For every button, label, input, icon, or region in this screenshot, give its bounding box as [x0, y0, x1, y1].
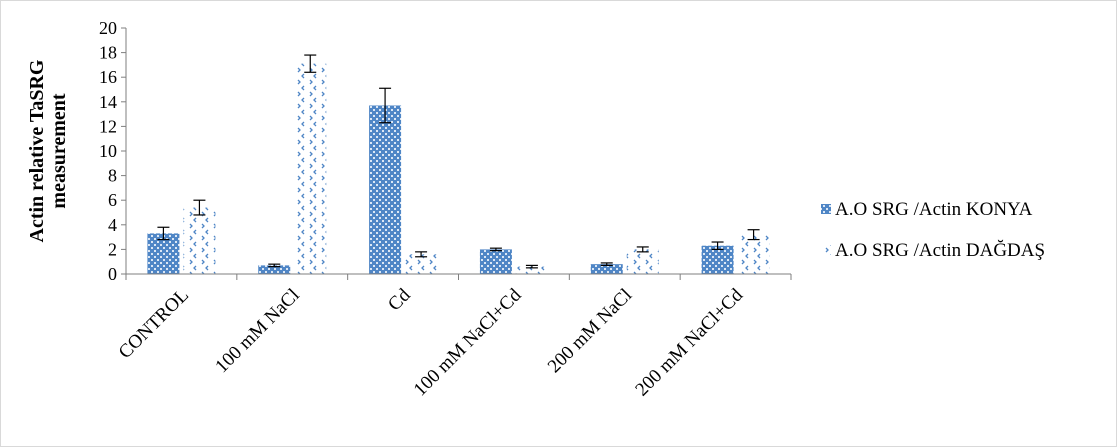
- bar: [183, 207, 216, 274]
- x-category-label: 100 mM NaCl: [211, 285, 303, 377]
- error-bar: [268, 263, 281, 268]
- legend-swatch: [821, 204, 831, 214]
- legend-item: A.O SRG /Actin KONYA: [821, 199, 1033, 220]
- error-bar: [193, 199, 206, 216]
- y-tick-label: 8: [108, 166, 117, 186]
- bars: [147, 54, 770, 275]
- error-bar: [304, 54, 317, 73]
- y-tick-label: 4: [108, 215, 117, 235]
- x-category-label: 200 mM NaCl+Cd: [631, 284, 747, 400]
- legend-label: A.O SRG /Actin KONYA: [835, 199, 1033, 220]
- error-bar: [415, 251, 428, 258]
- error-bar: [525, 264, 538, 269]
- y-tick-label: 0: [108, 264, 117, 284]
- bar: [515, 266, 548, 274]
- bar: [369, 105, 402, 275]
- error-bar: [489, 247, 502, 252]
- x-category-label: CONTROL: [115, 285, 193, 363]
- x-category-label: 200 mM NaCl: [544, 285, 636, 377]
- bar: [258, 265, 291, 274]
- y-tick-label: 2: [108, 239, 117, 259]
- legend-item: A.O SRG /Actin DAĞDAŞ: [821, 239, 1045, 261]
- y-tick-label: 18: [99, 43, 117, 63]
- bar: [479, 249, 512, 274]
- bar: [147, 233, 180, 274]
- error-bar: [711, 241, 724, 250]
- legend: A.O SRG /Actin KONYA A.O SRG /Actin DAĞDA…: [821, 199, 1045, 261]
- legend-swatch: [821, 245, 831, 255]
- y-tick-label: 16: [99, 67, 117, 87]
- bar: [405, 254, 438, 274]
- error-bar: [600, 262, 613, 266]
- legend-label: A.O SRG /Actin DAĞDAŞ: [835, 239, 1045, 261]
- y-tick-label: 20: [99, 18, 117, 38]
- error-bar: [379, 87, 392, 124]
- error-bar: [747, 229, 760, 241]
- y-tick-label: 14: [99, 92, 117, 112]
- error-bar: [157, 226, 170, 241]
- error-bar: [636, 246, 649, 253]
- y-axis: 0 2 4 6 8 10 12 14 16 18 20: [99, 18, 127, 284]
- y-tick-label: 12: [99, 116, 117, 136]
- x-category-label: Cd: [384, 284, 415, 315]
- y-axis-title-line1: Actin relative TaSRG: [26, 59, 48, 242]
- x-category-label: 100 mM NaCl+Cd: [410, 284, 526, 400]
- y-axis-title-line2: measurement: [48, 93, 70, 208]
- y-tick-label: 6: [108, 190, 117, 210]
- bar: [737, 234, 770, 274]
- y-tick-label: 10: [99, 141, 117, 161]
- bar: [294, 63, 327, 274]
- bar: [626, 249, 659, 274]
- bar: [701, 245, 734, 274]
- bar: [590, 264, 623, 274]
